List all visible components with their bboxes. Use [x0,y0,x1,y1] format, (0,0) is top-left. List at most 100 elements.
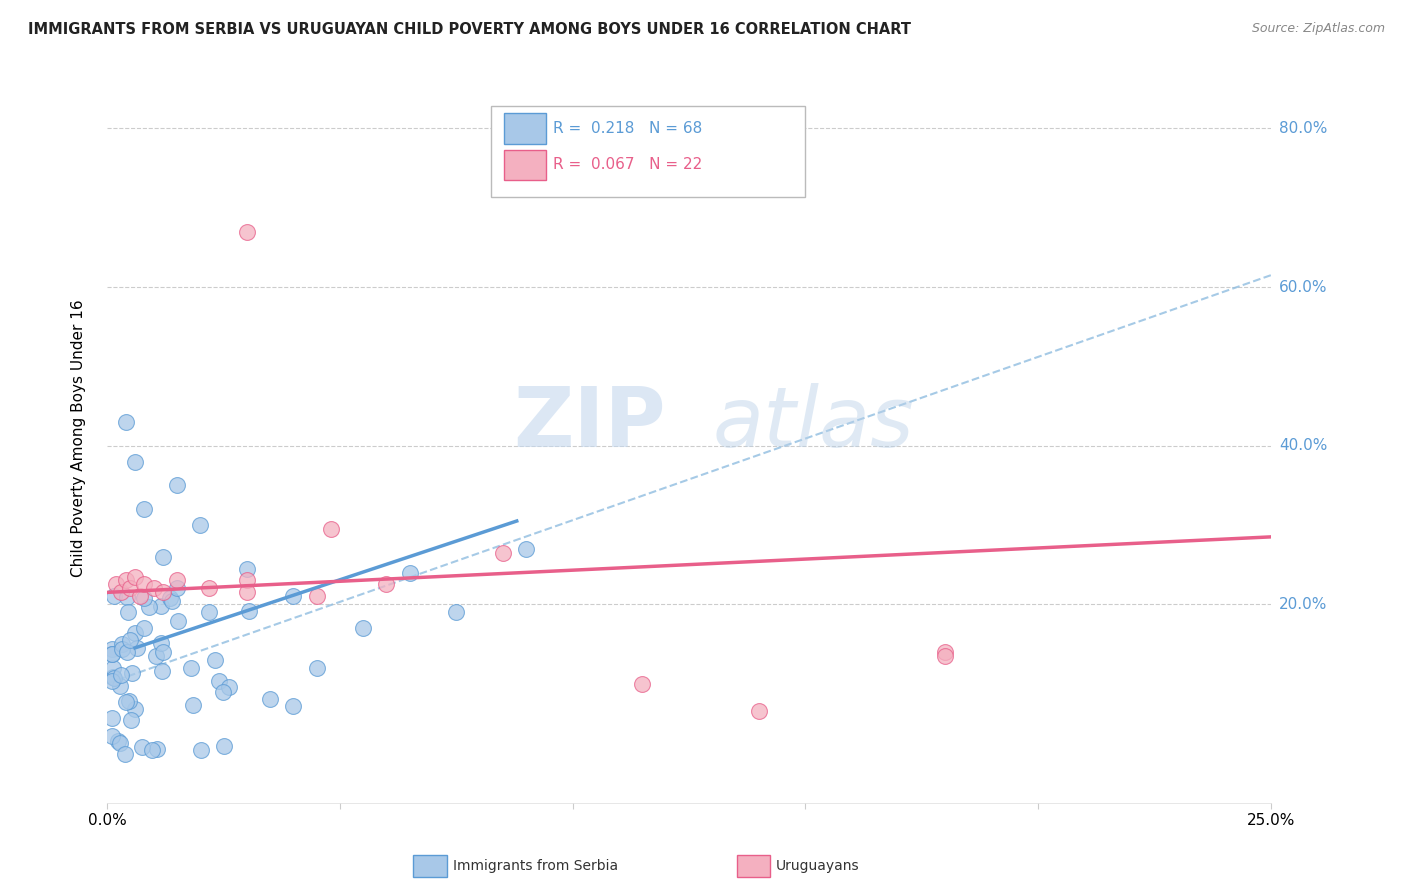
Point [238,604,260,618]
Point [146,742,169,756]
Point [105,577,128,591]
Point [110,585,132,599]
Point [235,561,257,575]
Text: IMMIGRANTS FROM SERBIA VS URUGUAYAN CHILD POVERTY AMONG BOYS UNDER 16 CORRELATIO: IMMIGRANTS FROM SERBIA VS URUGUAYAN CHIL… [28,22,911,37]
Point [492,546,515,560]
Point [101,661,124,675]
Point [444,605,467,619]
Point [204,652,226,666]
Point [100,642,122,657]
Point [111,637,134,651]
Text: R =  0.218   N = 68: R = 0.218 N = 68 [553,121,702,136]
Point [235,574,257,588]
Point [114,747,136,762]
FancyBboxPatch shape [491,106,806,197]
Point [305,590,328,604]
Point [100,673,122,688]
Point [319,522,342,536]
Text: 20.0%: 20.0% [1279,597,1327,612]
Point [134,577,156,591]
Point [159,591,181,605]
Point [150,664,173,678]
Point [283,699,305,714]
Text: ZIP: ZIP [513,383,665,464]
Point [235,225,257,239]
Point [120,713,142,727]
Point [212,739,235,753]
Point [114,574,136,588]
Point [124,454,146,468]
Point [103,589,125,603]
Point [134,621,156,635]
Point [198,605,221,619]
Point [121,665,143,680]
Point [149,599,172,613]
Point [124,626,146,640]
Text: R =  0.067   N = 22: R = 0.067 N = 22 [553,157,702,172]
Point [167,614,190,628]
Point [114,415,136,429]
Point [748,704,770,718]
Point [152,549,174,564]
Point [198,582,221,596]
Point [181,698,204,712]
Text: atlas: atlas [713,383,914,464]
Point [166,478,188,492]
Point [188,518,211,533]
Text: 40.0%: 40.0% [1279,438,1327,453]
Point [120,633,142,648]
Point [190,743,212,757]
Point [235,585,257,599]
Text: Source: ZipAtlas.com: Source: ZipAtlas.com [1251,22,1385,36]
Point [132,591,155,606]
Point [100,711,122,725]
Point [142,582,165,596]
Point [107,734,129,748]
Point [118,694,141,708]
Point [208,673,231,688]
Point [101,648,124,662]
FancyBboxPatch shape [503,113,546,144]
Text: 60.0%: 60.0% [1279,279,1327,294]
Point [352,621,374,635]
Point [375,577,398,591]
Point [128,590,150,604]
Y-axis label: Child Poverty Among Boys Under 16: Child Poverty Among Boys Under 16 [72,299,86,576]
Point [180,661,202,675]
Point [120,582,142,596]
Point [166,574,188,588]
Point [124,569,146,583]
Point [145,648,167,663]
FancyBboxPatch shape [503,150,546,180]
Text: 80.0%: 80.0% [1279,121,1327,136]
Point [103,671,125,685]
Point [115,695,138,709]
Point [283,590,305,604]
Point [166,582,188,596]
Point [212,684,235,698]
Point [115,645,138,659]
Point [108,736,131,750]
Point [398,566,420,580]
Point [934,645,956,659]
Point [117,605,139,619]
Point [631,676,654,690]
Point [100,647,122,661]
Point [111,641,134,656]
Point [117,591,139,605]
Point [515,541,537,556]
Point [108,679,131,693]
Point [124,702,146,716]
Point [141,743,163,757]
Text: Immigrants from Serbia: Immigrants from Serbia [453,859,617,873]
Point [934,648,956,663]
Point [103,670,125,684]
Point [305,661,328,675]
Point [160,594,183,608]
Point [150,636,173,650]
Point [152,645,174,659]
Point [218,681,240,695]
Text: Uruguayans: Uruguayans [776,859,859,873]
Point [125,641,148,656]
Point [100,729,122,743]
